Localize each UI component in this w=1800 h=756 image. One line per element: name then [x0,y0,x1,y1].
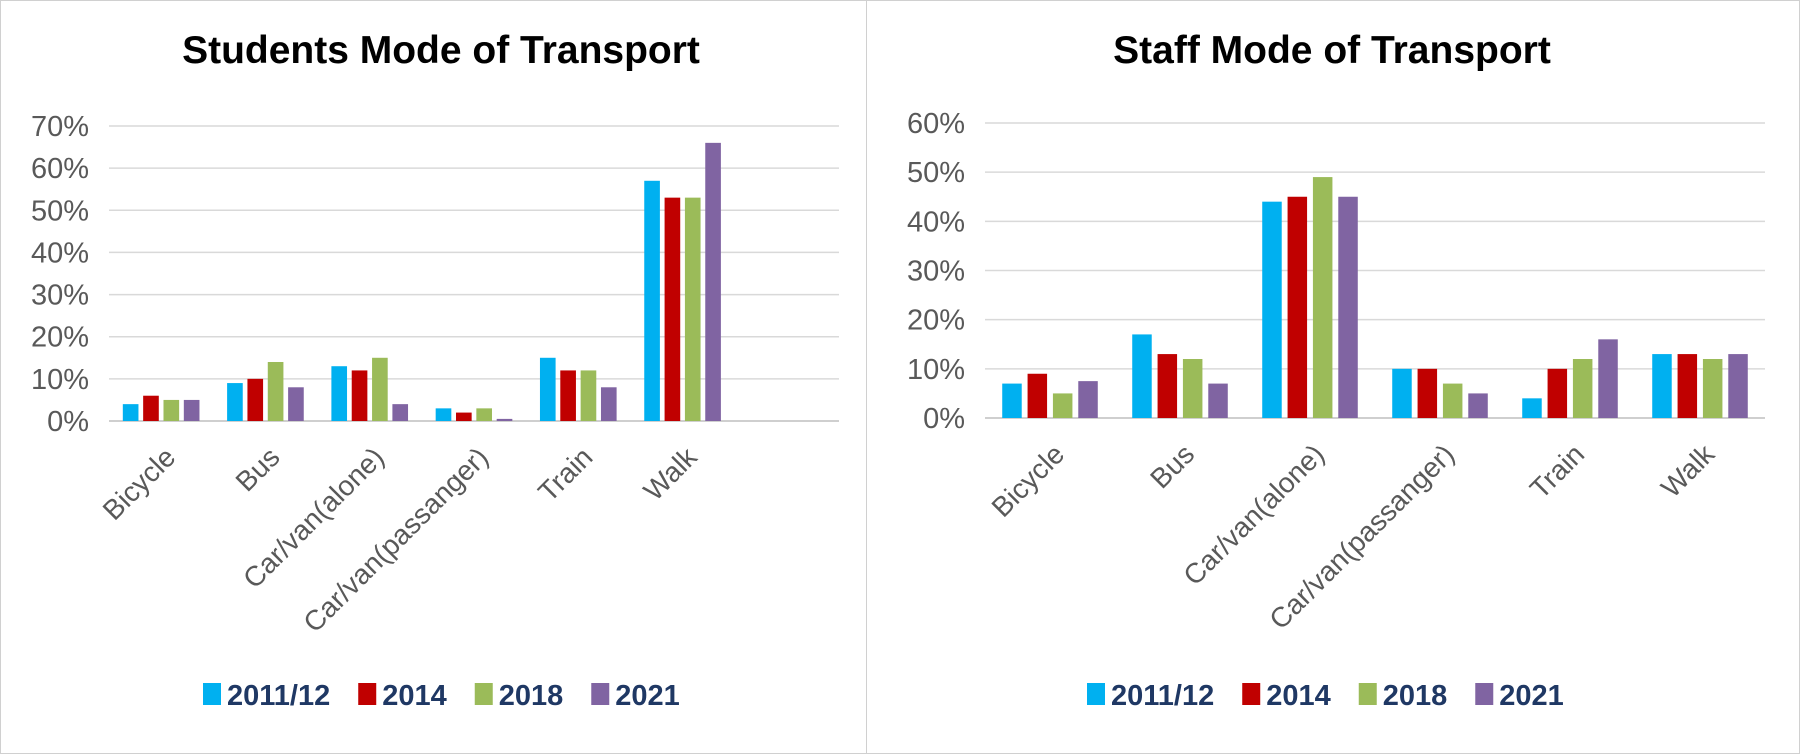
bar-2014-bus [247,378,264,421]
bar-2018-car-van-alone- [1312,177,1333,418]
legend-label: 2021 [1499,680,1564,712]
legend-swatch [474,683,493,705]
bar-2021-car-van-alone- [1338,196,1358,418]
staff-chart-panel: Staff Mode of Transport 0% 10% 20% 30% 40% 50… [866,0,1800,754]
bar-2014-car-van-alone- [1287,196,1308,418]
bar-2018-bus [1182,359,1203,418]
y-tick-label: 10% [907,354,965,386]
y-tick-label: 60% [907,108,965,140]
bar-2018-car-van-passanger- [1442,383,1463,418]
bar-2021-walk [1728,354,1748,418]
bar-2018-bicycle [163,399,180,421]
bar-2014-train [1547,368,1568,418]
x-tick-label: Bicycle [986,438,1071,523]
y-tick-label: 40% [907,206,965,238]
bar-2011-12-car-van-alone- [331,366,348,421]
bar-2011-12-bus [1132,334,1152,418]
bar-2018-bus [267,362,284,421]
bar-2011-12-train [539,357,556,421]
bar-2018-car-van-alone- [372,357,388,421]
bar-2011-12-car-van-passanger- [1392,368,1412,418]
legend-label: 2018 [499,680,564,712]
legend-swatch [358,683,377,705]
bar-2021-car-van-passanger- [496,418,513,421]
bar-2014-bicycle [1027,373,1048,418]
bar-2014-walk [664,197,681,421]
bar-2011-12-walk [644,180,660,421]
bar-2018-bicycle [1052,393,1073,418]
x-tick-label: Walk [1655,438,1721,504]
bar-2014-bicycle [143,395,159,421]
bar-2021-car-van-passanger- [1468,393,1488,418]
bar-2021-train [1598,339,1618,418]
legend-swatch [591,683,610,705]
x-tick-label: Car/van(passanger) [297,441,494,638]
chart-title: Students Mode of Transport [182,29,700,72]
legend-label: 2018 [1383,680,1448,712]
bar-2018-walk [1702,359,1723,418]
students-chart: Students Mode of Transport 0% 10% 20% 30% 40… [31,29,839,712]
y-tick-label: 30% [31,280,89,312]
x-tick-label: Bicycle [97,441,182,526]
x-tick-label: Bus [230,441,286,497]
bar-2014-train [560,370,576,421]
y-tick-label: 20% [31,322,89,354]
bar-2021-bicycle [1078,381,1098,418]
bar-2021-train [600,387,617,421]
y-tick-label: 10% [31,364,89,396]
x-tick-label: Bus [1144,438,1200,494]
y-tick-label: 20% [907,305,965,337]
chart-title: Staff Mode of Transport [1113,29,1551,72]
bar-2018-walk [684,197,701,421]
bar-2021-bus [288,387,304,421]
bar-2021-bus [1208,383,1228,418]
legend-label: 2014 [382,680,447,712]
bar-2018-car-van-passanger- [476,408,492,421]
bar-2011-12-car-van-alone- [1262,201,1282,418]
legend-label: 2014 [1266,680,1331,712]
bar-2018-train [1572,359,1593,418]
legend-swatch [1358,683,1377,705]
bar-2011-12-car-van-passanger- [435,408,452,421]
bar-2021-bicycle [183,399,200,421]
legend-swatch [1242,683,1261,705]
staff-chart: Staff Mode of Transport 0% 10% 20% 30% 40% 50… [907,29,1765,712]
bar-2011-12-bicycle [122,404,139,421]
bar-2014-car-van-alone- [351,370,368,421]
y-tick-label: 70% [31,111,89,143]
y-tick-label: 30% [907,256,965,288]
bar-2011-12-train [1522,398,1542,418]
x-tick-label: Walk [638,441,704,507]
bar-2021-car-van-alone- [392,404,409,421]
y-tick-label: 60% [31,153,89,185]
bar-2014-car-van-passanger- [1417,368,1438,418]
y-tick-label: 0% [923,403,965,435]
legend-label: 2021 [615,680,680,712]
bar-2011-12-bus [227,383,243,421]
bar-2021-walk [705,142,721,421]
bar-2014-car-van-passanger- [456,412,472,421]
x-tick-label: Train [532,441,598,507]
y-tick-label: 40% [31,237,89,269]
bar-2011-12-walk [1652,354,1672,418]
students-chart-panel: Students Mode of Transport 0% 10% 20% 30% 40… [0,0,868,754]
legend-swatch [203,683,221,705]
legend-swatch [1087,683,1105,705]
x-tick-label: Train [1524,438,1590,504]
legend-label: 2011/12 [227,680,330,712]
bar-2014-bus [1157,354,1178,418]
legend-swatch [1475,683,1494,705]
y-tick-label: 0% [47,406,89,438]
y-tick-label: 50% [31,195,89,227]
bar-2011-12-bicycle [1002,383,1022,418]
bar-2018-train [580,370,597,421]
y-tick-label: 50% [907,157,965,189]
bar-2014-walk [1677,354,1698,418]
legend-label: 2011/12 [1111,680,1214,712]
